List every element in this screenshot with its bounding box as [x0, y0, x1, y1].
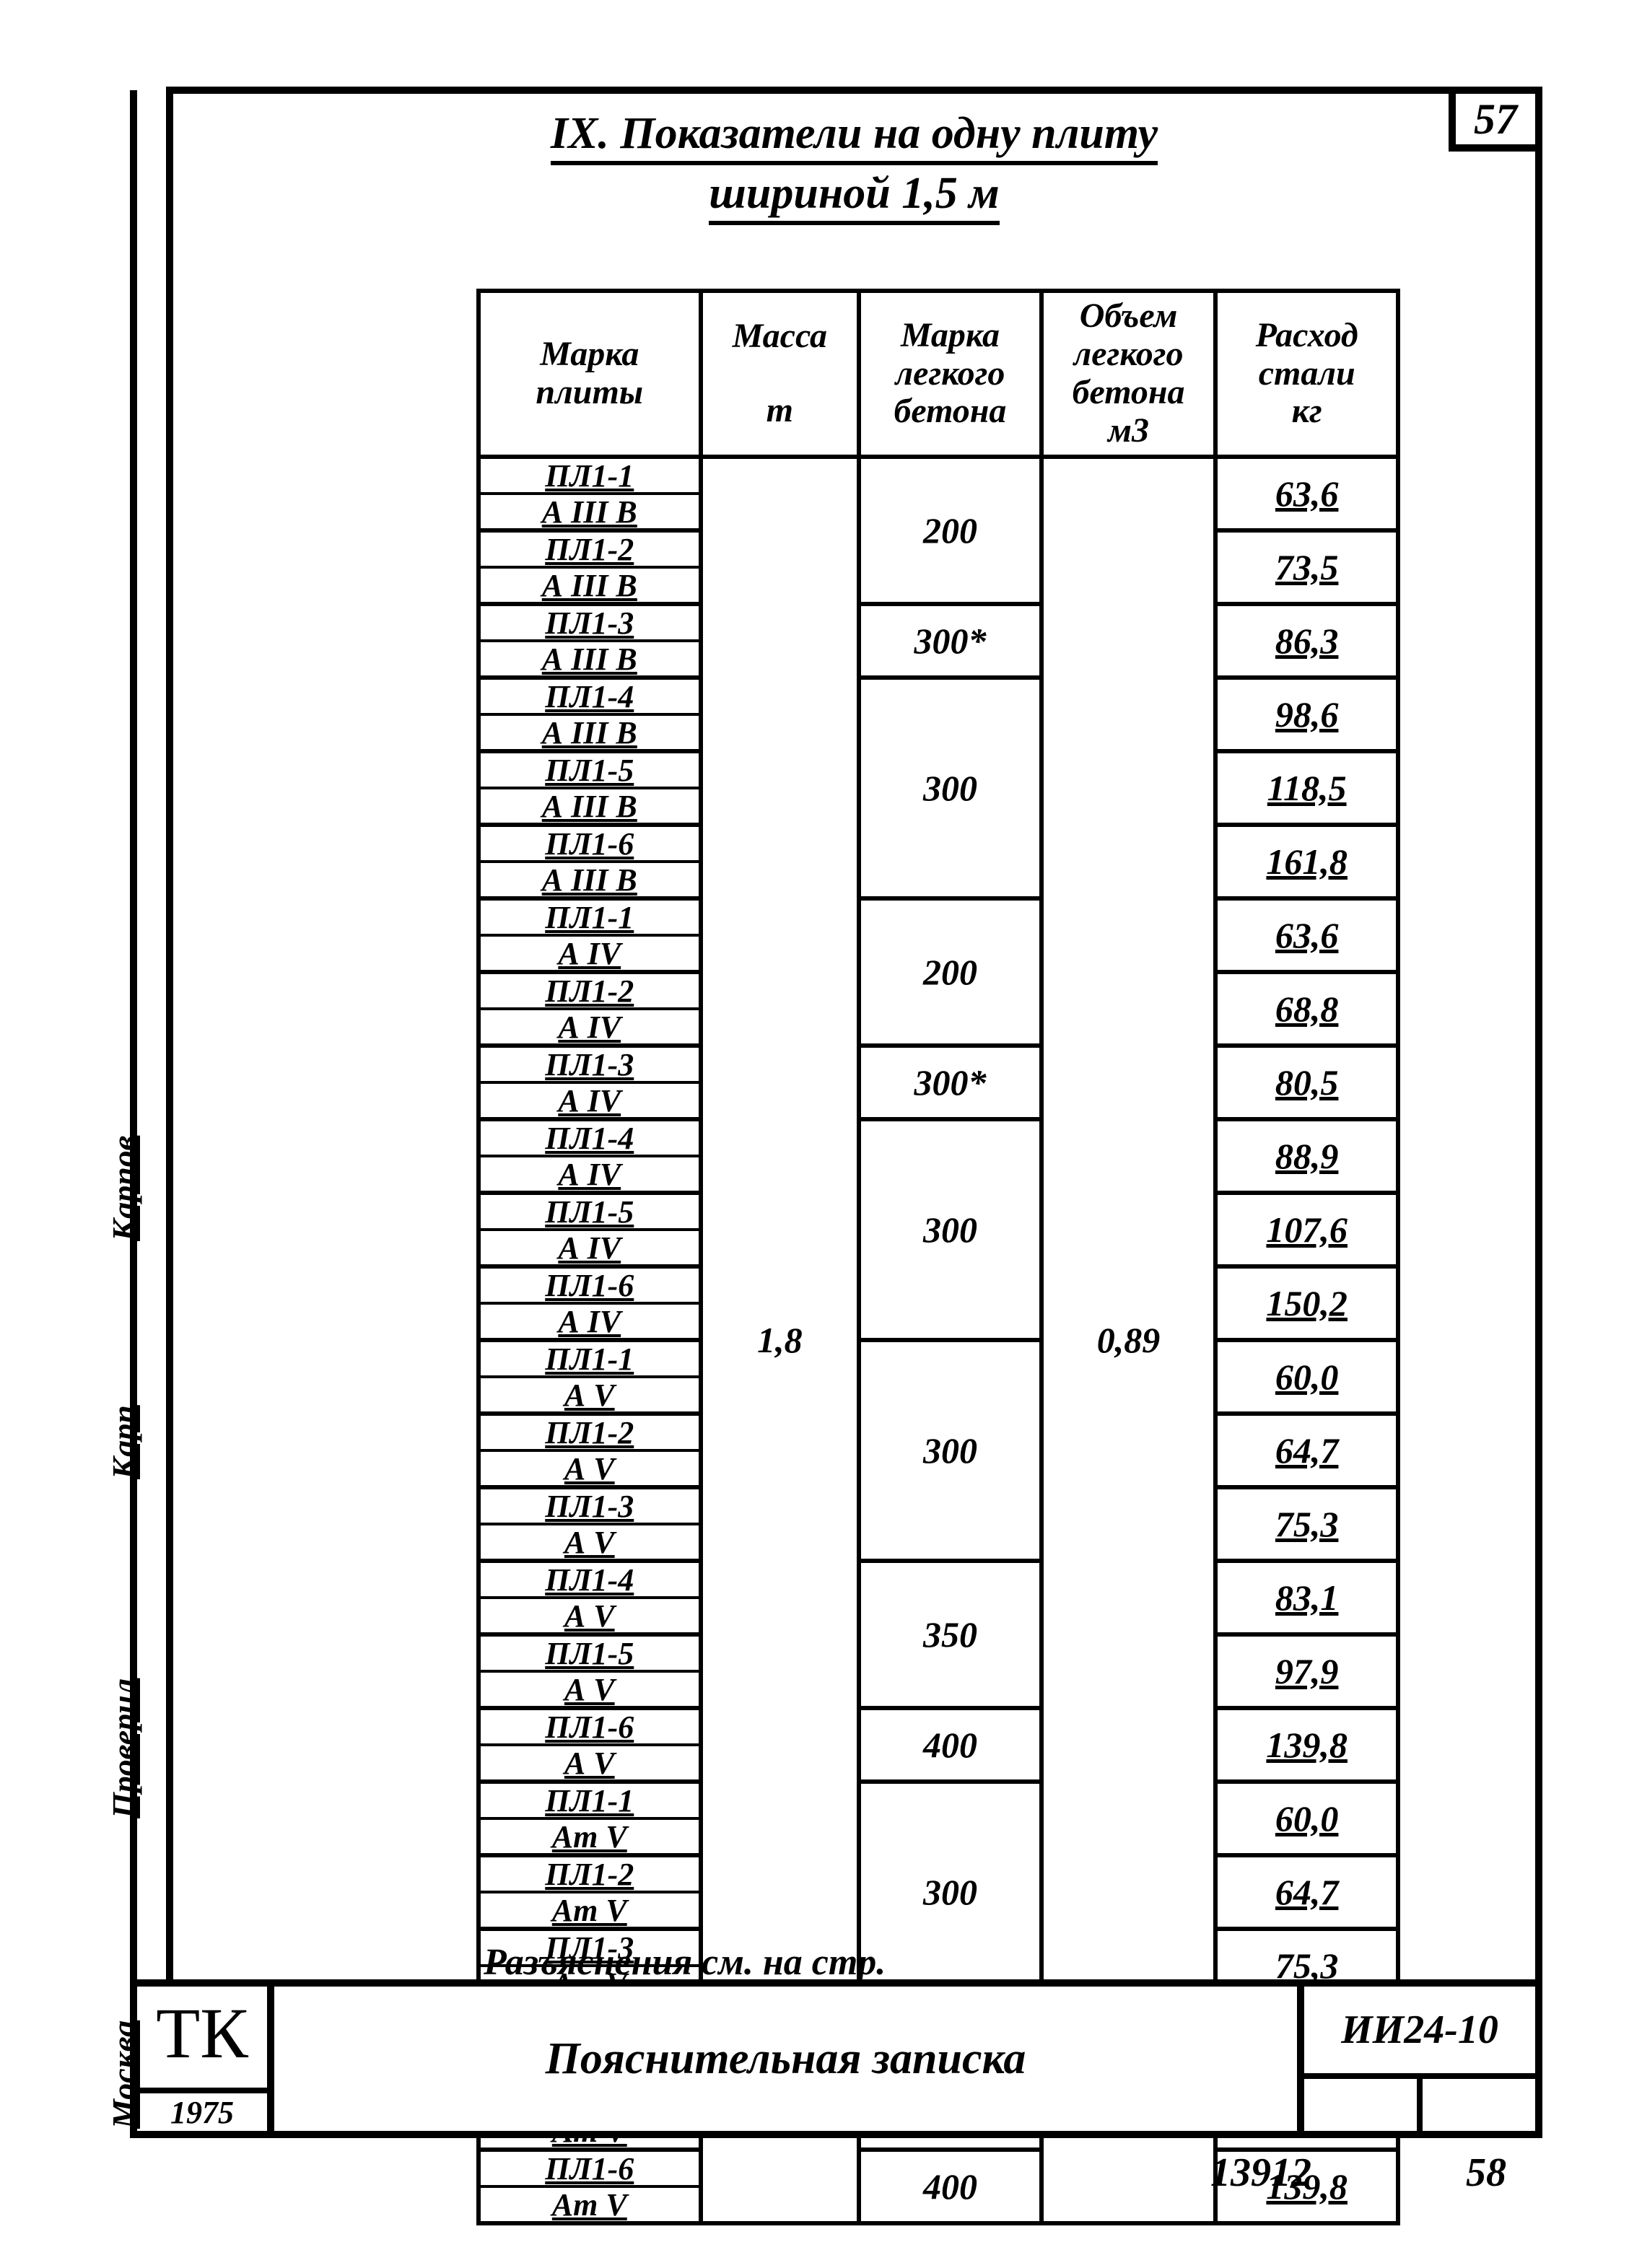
table-row: ПЛ1-6А V 400 139,8	[479, 1708, 1398, 1782]
cell-rashod: 118,5	[1215, 751, 1398, 825]
cell-marka-betona: 300	[859, 1119, 1041, 1340]
cell-volume: 0,89	[1041, 457, 1216, 2223]
indicators-table: Марка плиты Масса т Марка легкого бетона…	[476, 289, 1400, 2225]
cell-rashod: 64,7	[1215, 1855, 1398, 1929]
cell-rashod: 68,8	[1215, 972, 1398, 1046]
cell-marka-betona: 200	[859, 457, 1041, 604]
cell-marka-betona: 400	[859, 2150, 1041, 2223]
title-line-2: шириной 1,5 м	[709, 168, 1000, 225]
note-text: Разъяснения см. на стр.	[484, 1941, 886, 1984]
cell-rashod: 98,6	[1215, 678, 1398, 751]
cell-rashod: 63,6	[1215, 898, 1398, 972]
cell-marka-betona: 300	[859, 678, 1041, 898]
table-row: ПЛ1-1А IV20063,6	[479, 898, 1398, 972]
cell-rashod: 83,1	[1215, 1561, 1398, 1634]
cell-marka-plity: ПЛ1-4А III В	[479, 678, 701, 751]
cell-rashod: 86,3	[1215, 604, 1398, 678]
cell-rashod: 88,9	[1215, 1119, 1398, 1193]
cell-marka-plity: ПЛ1-6А IV	[479, 1266, 701, 1340]
table-row: ПЛ1-4А IV30088,9	[479, 1119, 1398, 1193]
cell-marka-betona: 350	[859, 1561, 1041, 1708]
side-label-2: Проверил	[105, 1678, 143, 1818]
table-row: ПЛ1-4А III В30098,6	[479, 678, 1398, 751]
tb-code: ИИ24-10	[1304, 1987, 1535, 2079]
cell-rashod: 139,8	[1215, 1708, 1398, 1782]
cell-marka-plity: ПЛ1-1А III В	[479, 457, 701, 530]
col-marka-plity: Марка плиты	[479, 291, 701, 457]
cell-rashod: 80,5	[1215, 1046, 1398, 1119]
cell-rashod: 107,6	[1215, 1193, 1398, 1266]
tb-title: Пояснительная записка	[274, 1987, 1297, 2131]
cell-marka-plity: ПЛ1-2А V	[479, 1414, 701, 1487]
table-row: ПЛ1-1Ат V30060,0	[479, 1782, 1398, 1855]
side-label-1: Москва	[105, 2020, 143, 2129]
cell-marka-plity: ПЛ1-5А IV	[479, 1193, 701, 1266]
cell-rashod: 60,0	[1215, 1340, 1398, 1414]
cell-marka-plity: ПЛ1-6А V	[479, 1708, 701, 1782]
table-row: ПЛ1-3А III В 300* 86,3	[479, 604, 1398, 678]
col-rashod: Расход стали кг	[1215, 291, 1398, 457]
cell-marka-plity: ПЛ1-6Ат V	[479, 2150, 701, 2223]
cell-rashod: 75,3	[1215, 1487, 1398, 1561]
cell-marka-plity: ПЛ1-3А V	[479, 1487, 701, 1561]
col-massa: Масса т	[701, 291, 860, 457]
cell-marka-plity: ПЛ1-4А V	[479, 1561, 701, 1634]
cell-marka-betona: 300	[859, 1782, 1041, 2002]
cell-marka-betona: 200	[859, 898, 1041, 1046]
cell-marka-plity: ПЛ1-2Ат V	[479, 1855, 701, 1929]
cell-rashod: 60,0	[1215, 1782, 1398, 1855]
cell-rashod: 64,7	[1215, 1414, 1398, 1487]
cell-marka-plity: ПЛ1-3А III В	[479, 604, 701, 678]
cell-marka-betona: 400	[859, 1708, 1041, 1782]
cell-marka-plity: ПЛ1-1А V	[479, 1340, 701, 1414]
cell-marka-plity: ПЛ1-6А III В	[479, 825, 701, 898]
cell-marka-plity: ПЛ1-2А IV	[479, 972, 701, 1046]
title-line-1: IX. Показатели на одну плиту	[551, 108, 1158, 165]
cell-marka-plity: ПЛ1-2А III В	[479, 530, 701, 604]
table-row: ПЛ1-1А V30060,0	[479, 1340, 1398, 1414]
cell-marka-plity: ПЛ1-1А IV	[479, 898, 701, 972]
cell-marka-betona: 300	[859, 1340, 1041, 1561]
cell-rashod: 161,8	[1215, 825, 1398, 898]
cell-marka-betona: 300*	[859, 604, 1041, 678]
cell-marka-plity: ПЛ1-3А IV	[479, 1046, 701, 1119]
table-row: ПЛ1-1А III В1,82000,8963,6	[479, 457, 1398, 530]
col-obem: Объем легкого бетона м3	[1041, 291, 1216, 457]
cell-marka-plity: ПЛ1-5А V	[479, 1634, 701, 1708]
cell-marka-betona: 300*	[859, 1046, 1041, 1119]
footer-num-right: 58	[1466, 2150, 1506, 2196]
tb-tk: ТК	[137, 1987, 267, 2088]
cell-marka-plity: ПЛ1-5А III В	[479, 751, 701, 825]
cell-marka-plity: ПЛ1-4А IV	[479, 1119, 701, 1193]
table-row: ПЛ1-3А IV 300* 80,5	[479, 1046, 1398, 1119]
cell-rashod: 73,5	[1215, 530, 1398, 604]
doc-title: IX. Показатели на одну плиту шириной 1,5…	[173, 108, 1535, 225]
tb-year: 1975	[137, 2088, 267, 2131]
cell-rashod: 97,9	[1215, 1634, 1398, 1708]
col-marka-betona: Марка легкого бетона	[859, 291, 1041, 457]
footer-num-left: 13912	[1210, 2150, 1311, 2196]
cell-rashod: 150,2	[1215, 1266, 1398, 1340]
title-block: ТК 1975 Пояснительная записка ИИ24-10	[130, 1979, 1542, 2138]
side-label-4: Карпов	[105, 1136, 143, 1241]
table-row: ПЛ1-4А V35083,1	[479, 1561, 1398, 1634]
cell-rashod: 63,6	[1215, 457, 1398, 530]
cell-marka-plity: ПЛ1-1Ат V	[479, 1782, 701, 1855]
side-label-3: Карп	[105, 1405, 143, 1479]
